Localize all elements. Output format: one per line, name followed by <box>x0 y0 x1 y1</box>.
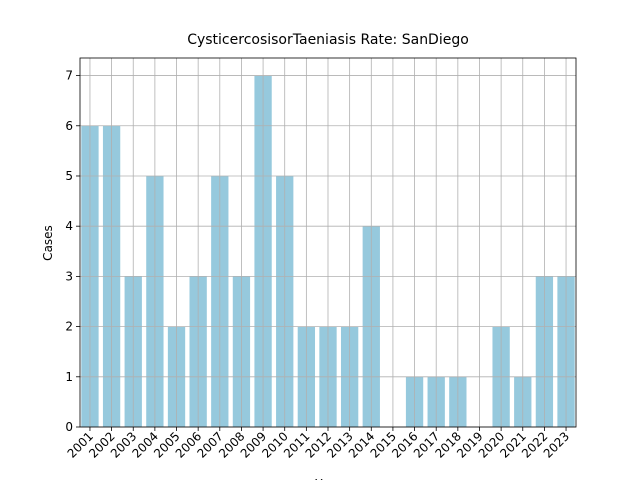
y-tick-label: 7 <box>65 69 73 83</box>
y-tick-label: 2 <box>65 320 73 334</box>
x-axis-label: Year <box>314 477 340 480</box>
y-tick-label: 6 <box>65 119 73 133</box>
y-tick-label: 5 <box>65 169 73 183</box>
y-tick-label: 3 <box>65 269 73 283</box>
y-tick-label: 4 <box>65 219 73 233</box>
y-tick-label: 0 <box>65 420 73 434</box>
chart-title: CysticercosisorTaeniasis Rate: SanDiego <box>187 32 469 48</box>
plot-frame <box>79 57 577 428</box>
y-tick-label: 1 <box>65 370 73 384</box>
y-axis-label: Cases <box>41 225 55 261</box>
